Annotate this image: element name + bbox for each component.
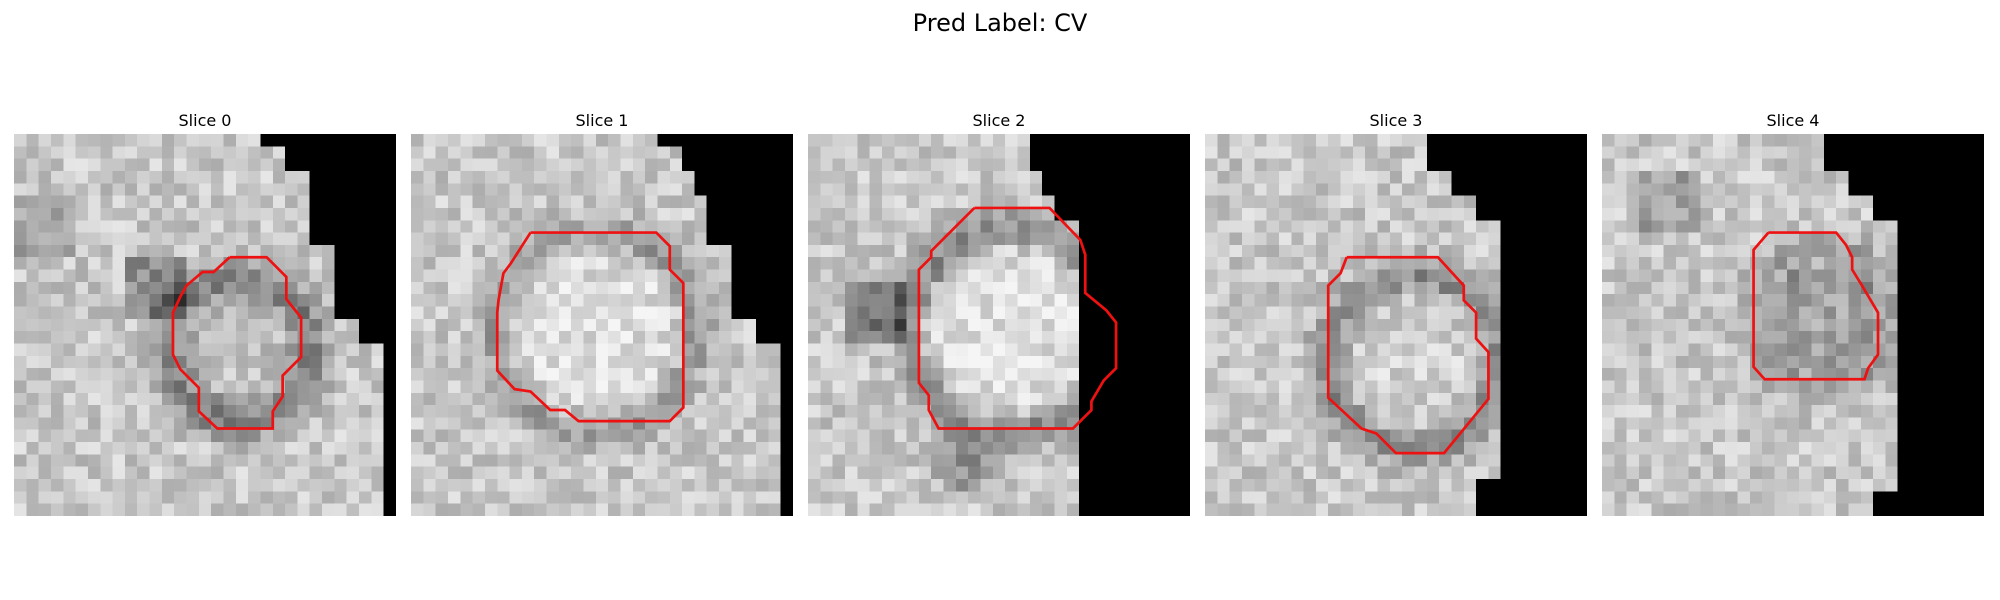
slice-4-title: Slice 4: [1766, 111, 1820, 130]
slice-3-image: [1205, 134, 1587, 516]
slice-1-image: [411, 134, 793, 516]
slice-0-image: [14, 134, 396, 516]
slice-3-title: Slice 3: [1369, 111, 1423, 130]
slice-2-title: Slice 2: [972, 111, 1026, 130]
slice-0-title: Slice 0: [178, 111, 232, 130]
slice-2-image: [808, 134, 1190, 516]
slice-4-image: [1602, 134, 1984, 516]
slice-1-title: Slice 1: [575, 111, 629, 130]
figure-title: Pred Label: CV: [912, 9, 1088, 37]
